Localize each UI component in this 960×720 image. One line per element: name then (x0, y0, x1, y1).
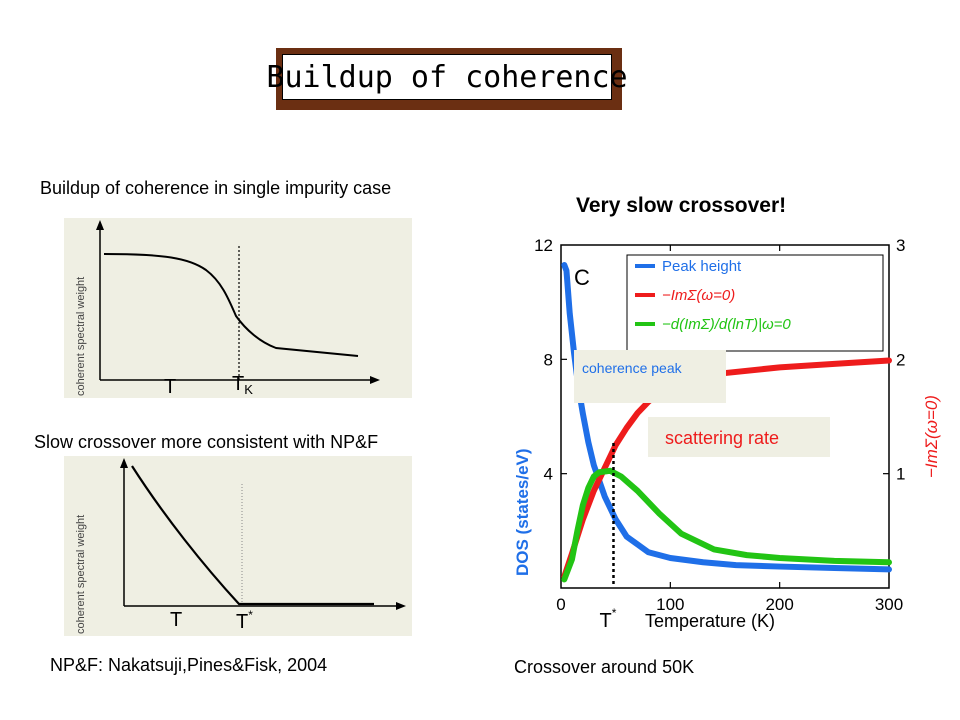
y-tick-label: 4 (544, 465, 553, 484)
slow-crossover-heading: Slow crossover more consistent with NP&F (34, 432, 379, 452)
x-axis-arrow (396, 602, 406, 610)
legend-label: −d(ImΣ)/d(lnT)|ω=0 (662, 316, 791, 333)
scattering-rate-label: scattering rate (665, 428, 779, 448)
y-axis-label-left: DOS (states/eV) (513, 448, 532, 576)
sketch-background (64, 218, 412, 398)
citation: NP&F: Nakatsuji,Pines&Fisk, 2004 (50, 655, 328, 675)
y-axis-label: coherent spectral weight (75, 277, 87, 396)
sketch-single-impurity: coherent spectral weight T TK (64, 218, 412, 398)
tstar-label: T* (236, 608, 253, 633)
coherence-peak-label: coherence peak (582, 360, 683, 376)
sketch-slow-crossover: coherent spectral weight T T* (64, 456, 412, 636)
coherence-peak-box (574, 350, 726, 403)
panel-letter: C (574, 265, 590, 290)
y-tick-label: 12 (534, 236, 553, 255)
legend-label: Peak height (662, 258, 742, 275)
y-tick-label-right: 2 (896, 350, 905, 369)
y-tick-label-right: 1 (896, 465, 905, 484)
t-label: T (170, 609, 182, 631)
scattering-rate-box (648, 417, 830, 457)
right-heading: Very slow crossover! (576, 194, 787, 217)
x-axis-label: Temperature (K) (645, 611, 775, 631)
coherence-curve (131, 465, 374, 606)
x-axis-arrow (370, 376, 380, 384)
tk-label: TK (232, 373, 253, 397)
y-tick-label: 8 (544, 350, 553, 369)
x-tick-label: 300 (875, 595, 903, 614)
series-peak-height (561, 262, 892, 573)
plot-frame (560, 244, 890, 589)
series-dim-sigma (561, 467, 892, 583)
right-footer: Crossover around 50K (514, 657, 695, 677)
t-label: T (164, 376, 176, 398)
legend-box: Peak height −ImΣ(ω=0) −d(ImΣ)/d(lnT)|ω=0 (626, 254, 884, 352)
y-tick-label-right: 3 (896, 236, 905, 255)
legend-label: −ImΣ(ω=0) (662, 287, 735, 304)
y-axis-label-right: −ImΣ(ω=0) (922, 395, 941, 478)
page-title: Buildup of coherence (266, 54, 628, 100)
legend-items: Peak height −ImΣ(ω=0) −d(ImΣ)/d(lnT)|ω=0 (635, 258, 791, 333)
series-layer (561, 262, 892, 583)
tstar-label: T* (599, 606, 616, 632)
y-axis-arrow (96, 220, 104, 230)
x-tick-label: 100 (656, 595, 684, 614)
y-axis-arrow (120, 458, 128, 468)
sketch-background (64, 456, 412, 636)
single-impurity-heading: Buildup of coherence in single impurity … (40, 178, 392, 198)
y-axis-label: coherent spectral weight (75, 515, 87, 634)
series-im-sigma (561, 357, 892, 580)
x-tick-label: 200 (765, 595, 793, 614)
title-frame: Buildup of coherence (266, 48, 628, 110)
legend-frame (626, 254, 884, 352)
x-tick-label: 0 (556, 595, 565, 614)
coherence-curve (103, 253, 359, 357)
